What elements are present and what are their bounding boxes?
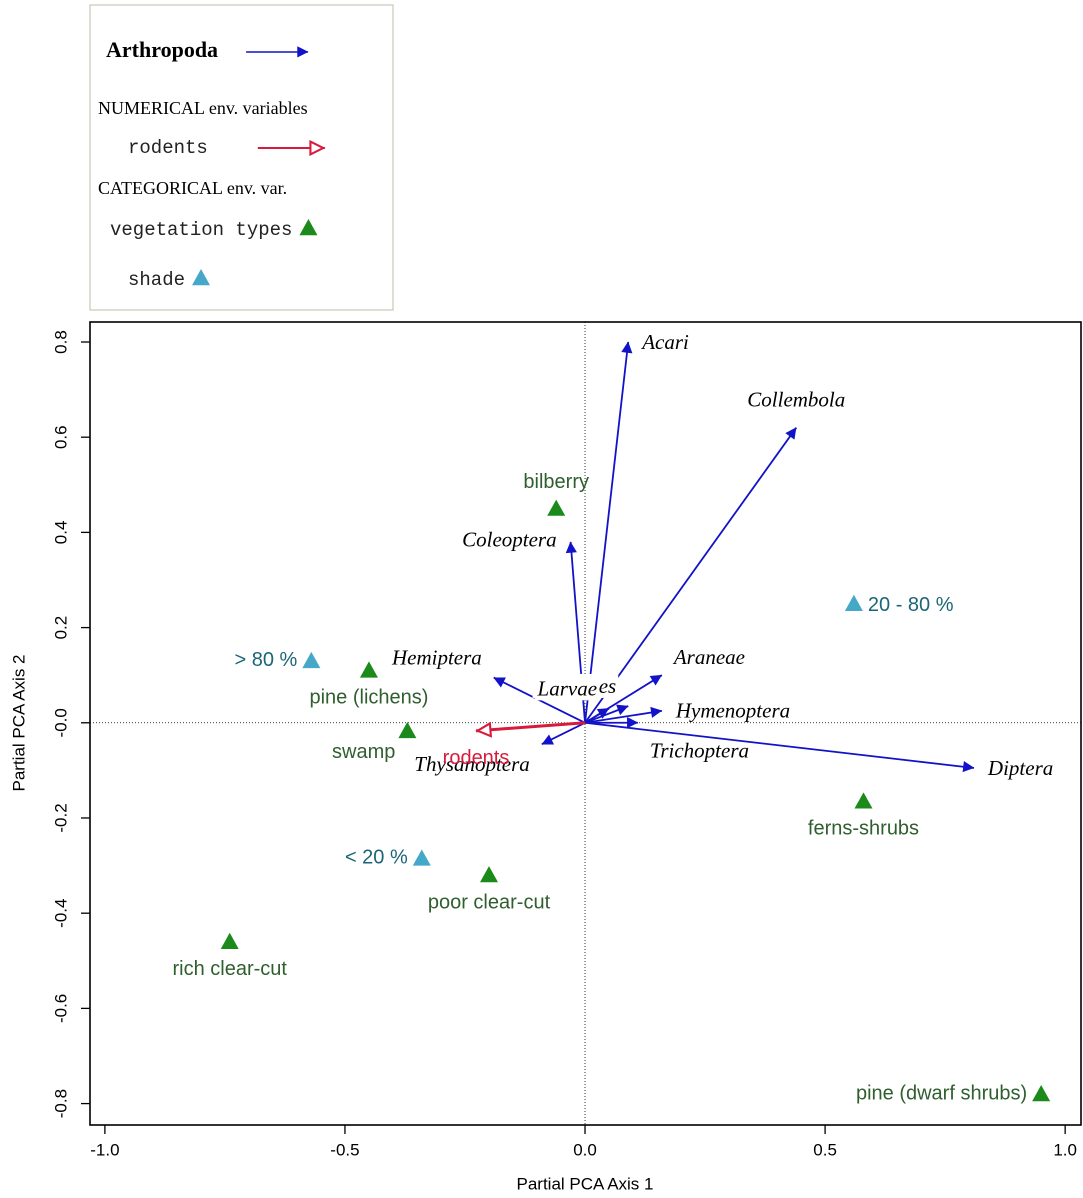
y-tick-label: -0.2 xyxy=(51,803,70,832)
arrow xyxy=(541,721,586,746)
point-label: Hemiptera xyxy=(391,645,482,669)
legend-label: vegetation types xyxy=(110,219,292,241)
arrow xyxy=(584,707,610,724)
y-tick-label: -0.4 xyxy=(51,899,70,928)
legend-heading: NUMERICAL env. variables xyxy=(98,98,308,118)
arrow xyxy=(476,721,586,731)
legend-heading: CATEGORICAL env. var. xyxy=(98,178,287,198)
y-axis-title: Partial PCA Axis 2 xyxy=(9,654,28,791)
point-label: Hymenoptera xyxy=(675,699,790,723)
y-tick-label: 0.2 xyxy=(51,616,70,640)
point-label: Thysanoptera xyxy=(414,752,530,776)
point-label: > 80 % xyxy=(235,649,298,671)
point xyxy=(398,721,417,739)
point-label: rodents xyxy=(443,747,510,769)
point xyxy=(547,499,566,516)
arrow xyxy=(584,706,663,724)
point xyxy=(412,849,431,866)
x-tick-label: -1.0 xyxy=(90,1140,119,1159)
point xyxy=(1032,1085,1051,1102)
arrow xyxy=(584,721,975,773)
arrow xyxy=(584,427,798,724)
legend-label: shade xyxy=(128,269,185,291)
point xyxy=(479,866,498,883)
point xyxy=(302,651,321,669)
point-label: Acari xyxy=(640,330,689,354)
point-label: Larvae xyxy=(537,676,598,700)
point-label: Araneae xyxy=(672,645,745,669)
y-tick-label: 0.4 xyxy=(51,521,70,545)
legend-label: Arthropoda xyxy=(106,37,218,62)
x-tick-label: 1.0 xyxy=(1053,1140,1077,1159)
point-label: ferns-shrubs xyxy=(808,818,919,840)
y-tick-label: -0.0 xyxy=(51,708,70,737)
point-label: Collembola xyxy=(747,387,845,411)
label-bg xyxy=(388,645,484,670)
point xyxy=(220,932,239,949)
point-label: pine (lichens) xyxy=(309,687,428,709)
x-tick-label: 0.5 xyxy=(813,1140,837,1159)
label-bg xyxy=(534,676,600,701)
point xyxy=(359,661,378,678)
point-label: 20 - 80 % xyxy=(868,594,954,616)
point-label: rich clear-cut xyxy=(172,958,287,980)
point-label: poor clear-cut xyxy=(428,891,551,913)
point-label: swamp xyxy=(332,741,395,763)
legend-label: rodents xyxy=(128,137,208,159)
arrow xyxy=(584,341,633,723)
point xyxy=(844,594,863,611)
x-tick-label: -0.5 xyxy=(330,1140,359,1159)
point-label: pine (dwarf shrubs) xyxy=(856,1082,1027,1104)
point-label: bilberry xyxy=(523,471,589,493)
y-tick-label: 0.6 xyxy=(51,425,70,449)
x-axis-title: Partial PCA Axis 1 xyxy=(516,1174,653,1193)
point-label: < 20 % xyxy=(345,847,408,869)
point-label: Diptera xyxy=(987,756,1053,780)
y-tick-label: -0.6 xyxy=(51,994,70,1023)
legend-symbol xyxy=(299,219,318,236)
y-tick-label: -0.8 xyxy=(51,1089,70,1118)
legend-symbol xyxy=(192,269,211,286)
point xyxy=(854,792,873,809)
x-tick-label: 0.0 xyxy=(573,1140,597,1159)
legend-box xyxy=(89,4,394,311)
point-label: Trichoptera xyxy=(650,739,749,763)
point-label: Coleoptera xyxy=(462,528,557,552)
y-tick-label: 0.8 xyxy=(51,330,70,354)
